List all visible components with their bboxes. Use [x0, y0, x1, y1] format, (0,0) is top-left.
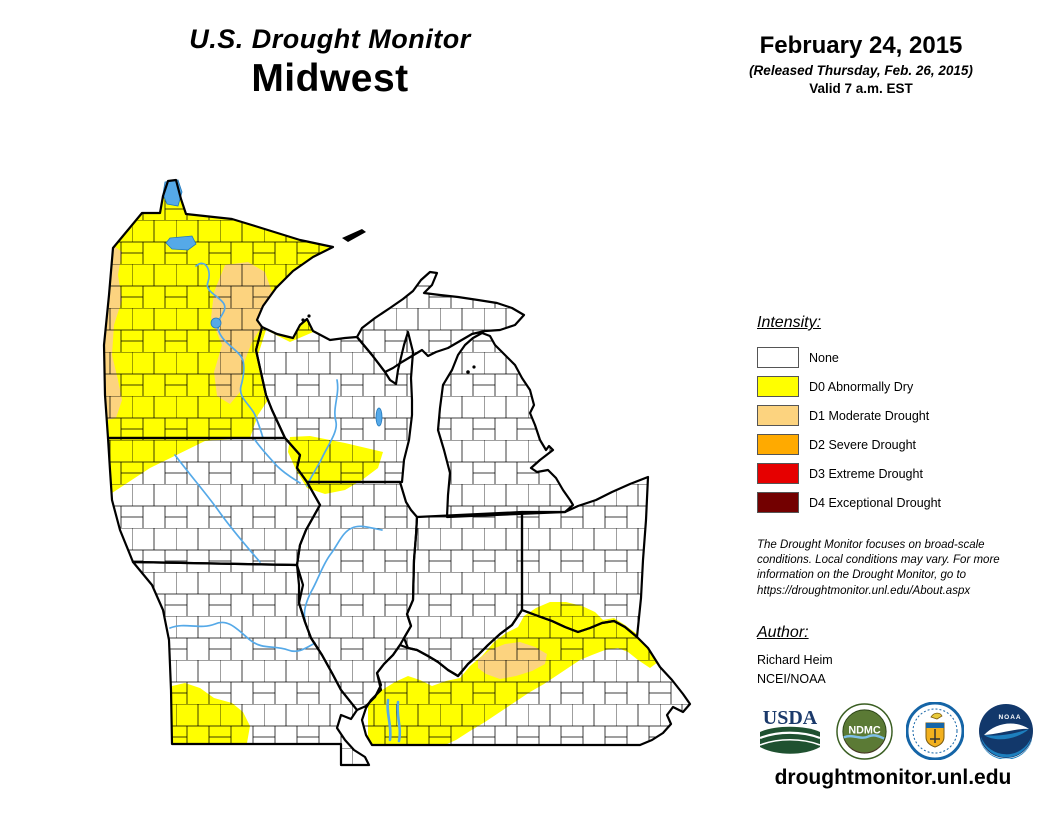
swatch-none: [757, 347, 799, 368]
ndmc-text: NDMC: [848, 724, 881, 736]
county-grid: [104, 180, 690, 765]
swatch-d0: [757, 376, 799, 397]
title-block: U.S. Drought Monitor Midwest: [85, 24, 575, 101]
lake-winnebago: [375, 407, 383, 427]
red-lake: [165, 235, 197, 251]
author-heading: Author:: [757, 624, 809, 641]
commerce-logo: [906, 702, 965, 760]
ndmc-logo: NDMC: [835, 702, 893, 760]
swatch-d3: [757, 463, 799, 484]
agency-logos: USDA NDMC NOAA: [758, 702, 1034, 760]
author-block: Author: Richard Heim NCEI/NOAA: [757, 624, 833, 689]
legend-row-d2: D2 Severe Drought: [757, 430, 941, 459]
missouri-river: [169, 621, 316, 653]
mille-lacs-lake: [210, 317, 222, 329]
usda-text: USDA: [763, 707, 818, 729]
swatch-d1: [757, 405, 799, 426]
legend-label: D3 Extreme Drought: [809, 466, 923, 481]
legend-label: D4 Exceptional Drought: [809, 495, 942, 510]
noaa-text: NOAA: [998, 714, 1021, 721]
mississippi-river-upper: [195, 262, 264, 439]
drought-map: [85, 165, 755, 785]
map-date: February 24, 2015: [759, 32, 963, 59]
kentucky-lakes: [386, 698, 402, 743]
author-name: Richard Heim: [757, 653, 833, 667]
legend-row-d4: D4 Exceptional Drought: [757, 488, 941, 517]
valid-time: Valid 7 a.m. EST: [809, 81, 913, 96]
wisconsin-river: [306, 379, 339, 487]
noaa-logo: NOAA: [978, 704, 1033, 759]
author-org: NCEI/NOAA: [757, 671, 826, 686]
legend-row-d3: D3 Extreme Drought: [757, 459, 941, 488]
des-moines-river: [174, 454, 261, 563]
legend-label: D1 Moderate Drought: [809, 408, 930, 423]
swatch-d2: [757, 434, 799, 455]
legend-label: None: [809, 350, 839, 365]
usda-logo: USDA: [759, 706, 821, 756]
legend-heading: Intensity:: [757, 314, 822, 331]
date-block: February 24, 2015 (Released Thursday, Fe…: [700, 32, 1022, 96]
islands: [301, 229, 476, 374]
legend-label: D0 Abnormally Dry: [809, 379, 914, 394]
legend-row-none: None: [757, 343, 941, 372]
region-title: Midwest: [251, 57, 409, 100]
isle-royale: [342, 229, 366, 242]
site-url: droughtmonitor.unl.edu: [774, 766, 1012, 789]
swatch-d4: [757, 492, 799, 513]
legend-row-d0: D0 Abnormally Dry: [757, 372, 941, 401]
legend-row-d1: D1 Moderate Drought: [757, 401, 941, 430]
cedar-river: [254, 439, 301, 484]
illinois-river: [303, 525, 383, 621]
intensity-legend: Intensity: None D0 Abnormally Dry D1 Mod…: [757, 314, 941, 517]
disclaimer-text: The Drought Monitor focuses on broad-sca…: [757, 539, 1000, 597]
legend-label: D2 Severe Drought: [809, 437, 917, 452]
lakes: [162, 179, 383, 427]
release-date: (Released Thursday, Feb. 26, 2015): [749, 63, 973, 78]
rivers: [169, 262, 402, 743]
page-title: U.S. Drought Monitor: [189, 24, 471, 54]
